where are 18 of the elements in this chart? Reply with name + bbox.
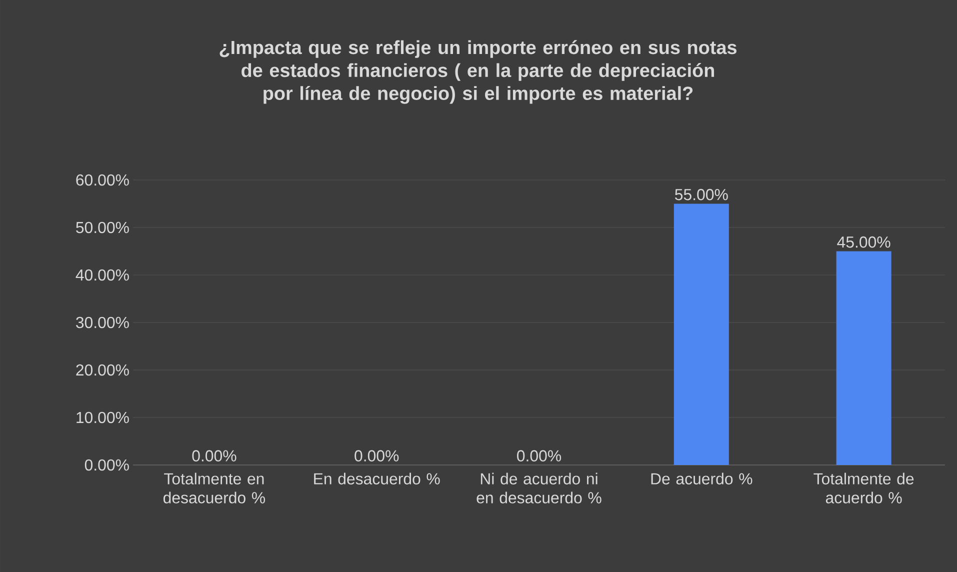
data-label: 0.00% (354, 450, 399, 462)
x-tick-label: En desacuerdo % (314, 472, 440, 484)
x-tick-label: Totalmente en desacuerdo % (163, 472, 266, 504)
y-tick-label: 60.00% (76, 174, 129, 186)
y-tick-label: 40.00% (76, 269, 129, 281)
y-tick-label: 50.00% (76, 222, 129, 234)
data-label: 55.00% (675, 188, 728, 200)
chart-title: ¿Impacta que se refleje un importe erróneo en sus notas de estados financieros ( en la parte de depreciación por línea de negocio) si el importe es material? (220, 40, 736, 104)
data-label: 0.00% (192, 450, 236, 462)
y-tick-label: 0.00% (84, 459, 129, 471)
data-label: 45.00% (837, 236, 890, 248)
y-tick-label: 20.00% (76, 364, 129, 376)
x-tick-label: Ni de acuerdo ni en desacuerdo % (476, 472, 602, 504)
x-tick-label: Totalmente de acuerdo % (814, 472, 914, 504)
y-tick-label: 30.00% (76, 316, 129, 328)
y-tick-label: 10.00% (76, 412, 129, 424)
data-label: 0.00% (517, 450, 562, 462)
x-tick-label: De acuerdo % (651, 472, 752, 484)
